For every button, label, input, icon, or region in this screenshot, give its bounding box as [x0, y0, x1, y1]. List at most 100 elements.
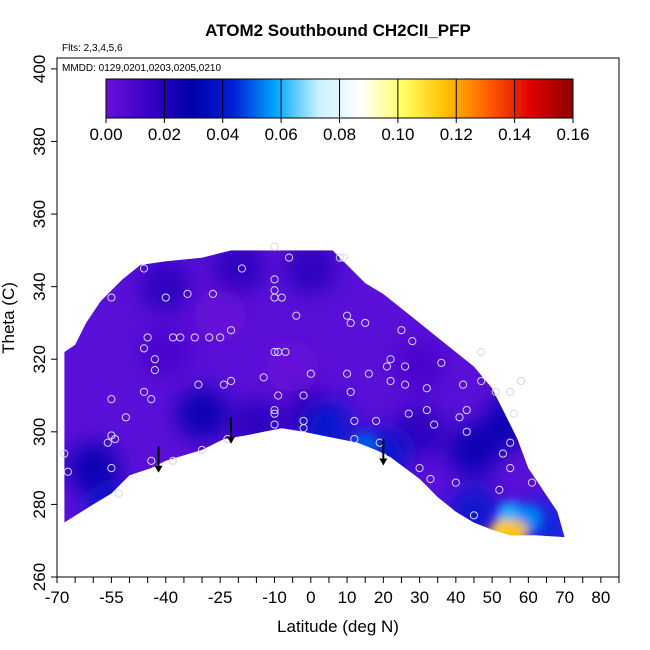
sample-point [216, 333, 225, 342]
x-tick-label: -10 [262, 588, 287, 607]
sample-point [292, 311, 301, 320]
sample-point [477, 376, 486, 386]
field-feature [284, 250, 337, 295]
sample-point [299, 391, 308, 400]
sample-point [371, 416, 381, 426]
sample-point [458, 380, 468, 389]
sample-point [284, 253, 294, 262]
sample-point [205, 333, 214, 342]
sample-point [161, 293, 170, 302]
sample-point [495, 485, 504, 494]
y-tick-label: 380 [30, 127, 49, 155]
arrow-head [227, 436, 236, 444]
colorbar-tick-label: 0.00 [89, 125, 122, 144]
sample-point [422, 384, 431, 393]
sample-point [226, 376, 236, 386]
sample-point [270, 405, 279, 415]
x-axis-label: Latitude (deg N) [277, 617, 399, 636]
colorbar-tick-label: 0.08 [323, 125, 356, 144]
x-axis: -70 -55 -40 -25 -10 0 10 20 30 40 50 60 70 80 [45, 576, 620, 607]
sample-point [107, 464, 116, 473]
sample-point [168, 456, 178, 465]
sample-point [364, 369, 373, 378]
sample-point [107, 293, 116, 302]
field-feature [85, 485, 138, 538]
sample-point [517, 376, 526, 386]
colorbar: 0.00 0.02 0.04 0.06 0.08 0.10 0.12 0.14 0.16 [89, 78, 590, 144]
y-tick-label: 300 [30, 418, 49, 446]
colorbar-tick-label: 0.10 [381, 125, 414, 144]
x-tick-label: 20 [374, 588, 393, 607]
sample-point [139, 264, 149, 273]
sample-point [506, 387, 515, 397]
sample-point [147, 456, 156, 465]
flights-annotation: Flts: 2,3,4,5,6 [62, 43, 123, 54]
sample-point [477, 347, 486, 357]
x-tick-label: -25 [208, 588, 233, 607]
sample-point [509, 409, 518, 418]
sample-point [342, 369, 352, 378]
y-axis-label: Theta (C) [0, 282, 18, 354]
sample-point [270, 409, 279, 418]
field-feature [393, 340, 446, 393]
sample-point [270, 420, 279, 429]
sample-point [527, 478, 537, 487]
flight-marker-arrow [379, 439, 388, 466]
sample-point [281, 347, 290, 357]
sample-point [139, 387, 149, 397]
y-tick-label: 400 [30, 55, 49, 83]
sample-point [208, 289, 218, 299]
x-tick-label: -55 [99, 588, 124, 607]
x-tick-label: 30 [410, 588, 429, 607]
sample-point [270, 286, 279, 295]
sample-point [237, 264, 247, 273]
y-tick-label: 260 [30, 563, 49, 591]
sample-point [386, 355, 395, 364]
field-feature [67, 442, 120, 495]
sample-point [350, 416, 359, 426]
x-tick-label: 0 [306, 588, 315, 607]
sample-point [110, 434, 120, 444]
sample-point [361, 318, 370, 328]
sample-point [139, 344, 149, 353]
sample-point [197, 445, 207, 455]
sample-point [107, 395, 116, 404]
arrow-head [154, 465, 163, 473]
y-tick-label: 320 [30, 345, 49, 373]
field-feature [139, 325, 192, 378]
concentration-field [64, 250, 565, 538]
sample-point [429, 420, 439, 429]
y-tick-label: 360 [30, 200, 49, 228]
sample-point [350, 434, 359, 444]
sample-point [455, 413, 464, 422]
sample-point [270, 347, 279, 357]
sample-point [400, 362, 410, 371]
sample-point [60, 449, 69, 458]
sample-point [121, 413, 130, 422]
sample-point [451, 478, 460, 487]
sample-point [176, 333, 185, 342]
field-feature [447, 423, 500, 476]
x-tick-label: 70 [555, 588, 574, 607]
sample-point [259, 373, 268, 382]
sample-point [342, 311, 352, 320]
sample-point [437, 358, 446, 367]
sample-point [190, 333, 199, 342]
sample-point [150, 355, 159, 364]
x-tick-label: 50 [483, 588, 502, 607]
arrow-head [379, 458, 388, 466]
sample-point [103, 438, 112, 447]
sample-point [498, 449, 508, 458]
colorbar-tick-label: 0.02 [148, 125, 181, 144]
x-tick-label: 10 [338, 588, 357, 607]
sample-point [506, 438, 515, 447]
sample-point [382, 362, 392, 371]
sample-point [147, 395, 156, 404]
sample-point [462, 405, 471, 415]
sample-point [386, 376, 395, 386]
sample-point [183, 289, 192, 299]
field-feature [176, 387, 229, 440]
y-tick-label: 280 [30, 490, 49, 518]
sample-point [335, 253, 344, 262]
colorbar-tick-label: 0.04 [206, 125, 239, 144]
